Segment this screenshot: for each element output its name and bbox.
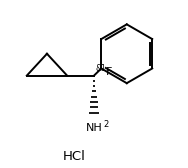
Text: F: F — [106, 67, 113, 77]
Text: 2: 2 — [103, 120, 108, 129]
Text: &1: &1 — [96, 64, 106, 73]
Text: NH: NH — [86, 123, 102, 133]
Text: HCl: HCl — [62, 150, 85, 163]
